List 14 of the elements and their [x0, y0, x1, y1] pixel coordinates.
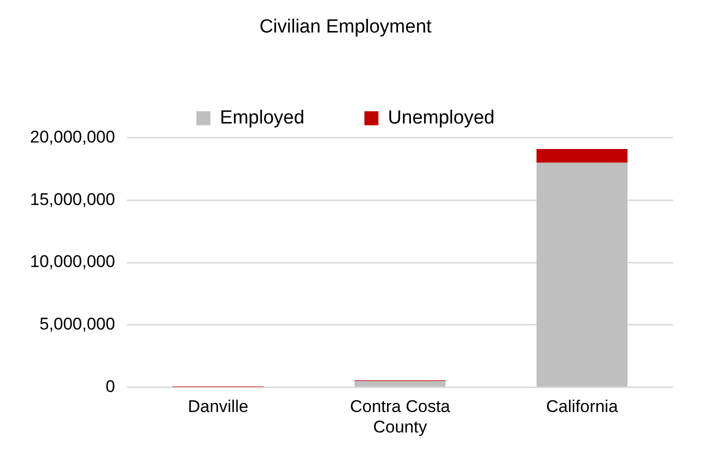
y-tick-label: 20,000,000	[30, 127, 116, 146]
y-tick-label: 15,000,000	[30, 190, 116, 209]
legend-label: Unemployed	[388, 108, 495, 129]
y-tick-label: 5,000,000	[39, 314, 116, 334]
x-tick-label: California	[546, 397, 618, 416]
bar	[536, 149, 628, 163]
x-tick-label: Contra Costa County	[350, 397, 451, 436]
chart-title: Civilian Employment	[259, 16, 432, 38]
y-tick-label: 10,000,000	[30, 252, 116, 272]
y-tick-label: 0	[106, 376, 116, 396]
bar	[536, 162, 628, 386]
bar	[354, 380, 446, 386]
legend-label: Employed	[220, 108, 304, 129]
x-tick-label: Danville	[188, 397, 248, 416]
